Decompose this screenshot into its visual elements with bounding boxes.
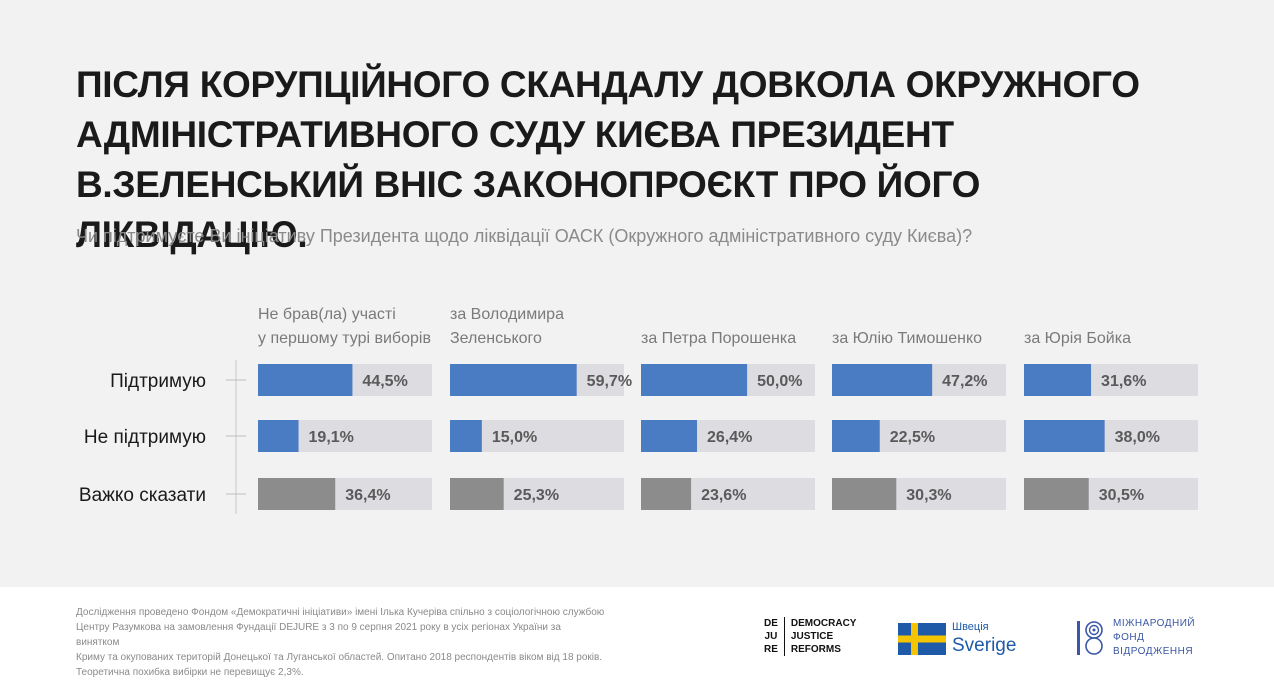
sweden-logo: Швеція Sverige bbox=[898, 620, 1016, 657]
bar-chart: Підтримую Не підтримую Важко сказати Не бра… bbox=[79, 306, 1198, 514]
swedish-flag-icon bbox=[898, 622, 946, 655]
chart-question: Чи підтримуєте Ви ініціативу Президента … bbox=[76, 226, 973, 246]
category-label: Підтримую bbox=[110, 371, 206, 392]
panel-header: у першому турі виборів bbox=[258, 330, 431, 347]
data-label: 19,1% bbox=[309, 429, 354, 446]
panel-header: за Володимира bbox=[450, 306, 564, 323]
bar bbox=[641, 364, 748, 396]
bar bbox=[641, 420, 698, 452]
data-label: 25,3% bbox=[514, 487, 559, 504]
methodology-note: Дослідження проведено Фондом «Демократич… bbox=[76, 605, 606, 680]
bar bbox=[832, 364, 933, 396]
dejure-logo-text: REFORMS bbox=[790, 644, 841, 655]
dejure-logo-text: RE bbox=[764, 644, 778, 655]
bar bbox=[832, 478, 897, 510]
irf-logo-line: МІЖНАРОДНИЙ bbox=[1113, 618, 1196, 629]
dejure-logo-text: DE bbox=[764, 618, 778, 629]
dejure-logo-text: JU bbox=[764, 631, 778, 642]
bar bbox=[641, 478, 692, 510]
data-label: 31,6% bbox=[1101, 373, 1146, 390]
bar bbox=[1024, 420, 1105, 452]
irf-emblem-icon bbox=[1077, 621, 1103, 655]
panel-header: Зеленського bbox=[450, 330, 542, 347]
category-label: Важко сказати bbox=[79, 485, 206, 506]
bar bbox=[258, 478, 336, 510]
category-label: Не підтримую bbox=[84, 427, 206, 448]
panel-header: Не брав(ла) участі bbox=[258, 306, 396, 323]
irf-logo-line: ФОНД bbox=[1113, 632, 1145, 643]
methodology-line: Дослідження проведено Фондом «Демократич… bbox=[76, 607, 605, 618]
dejure-logo-text: DEMOCRACY bbox=[790, 618, 857, 629]
bar bbox=[450, 478, 504, 510]
data-label: 26,4% bbox=[707, 429, 752, 446]
dejure-logo-text: JUSTICE bbox=[790, 631, 834, 642]
data-label: 59,7% bbox=[587, 373, 632, 390]
data-label: 30,5% bbox=[1099, 487, 1144, 504]
bar bbox=[258, 364, 353, 396]
methodology-line: Теоретична похибка вибірки не перевищує … bbox=[76, 667, 304, 678]
bar bbox=[258, 420, 299, 452]
bar bbox=[832, 420, 880, 452]
bar bbox=[1024, 364, 1092, 396]
panel-header: за Петра Порошенка bbox=[641, 330, 796, 347]
bar bbox=[450, 420, 482, 452]
methodology-line: Криму та окупованих територій Донецької … bbox=[76, 652, 603, 663]
data-label: 15,0% bbox=[492, 429, 537, 446]
data-label: 22,5% bbox=[890, 429, 935, 446]
bar bbox=[450, 364, 577, 396]
dejure-logo: DE JU RE DEMOCRACY JUSTICE REFORMS bbox=[764, 617, 856, 656]
sweden-logo-line: Sverige bbox=[952, 635, 1017, 656]
data-label: 36,4% bbox=[345, 487, 390, 504]
methodology-line: Центру Разумкова на замовлення Фундації … bbox=[76, 622, 561, 648]
panel-header: за Юрія Бойка bbox=[1024, 330, 1131, 347]
data-label: 30,3% bbox=[906, 487, 951, 504]
page-title: ПІСЛЯ КОРУПЦІЙНОГО СКАНДАЛУ ДОВКОЛА ОКРУ… bbox=[76, 64, 1140, 255]
irf-logo-line: ВІДРОДЖЕННЯ bbox=[1113, 646, 1194, 657]
data-label: 44,5% bbox=[362, 373, 407, 390]
irf-logo: МІЖНАРОДНИЙ ФОНД ВІДРОДЖЕННЯ bbox=[1075, 617, 1195, 659]
panel-header: за Юлію Тимошенко bbox=[832, 330, 982, 347]
data-label: 50,0% bbox=[757, 373, 802, 390]
data-label: 38,0% bbox=[1115, 429, 1160, 446]
sweden-logo-line: Швеція bbox=[952, 621, 989, 633]
data-label: 47,2% bbox=[942, 373, 987, 390]
bar bbox=[1024, 478, 1089, 510]
data-label: 23,6% bbox=[701, 487, 746, 504]
